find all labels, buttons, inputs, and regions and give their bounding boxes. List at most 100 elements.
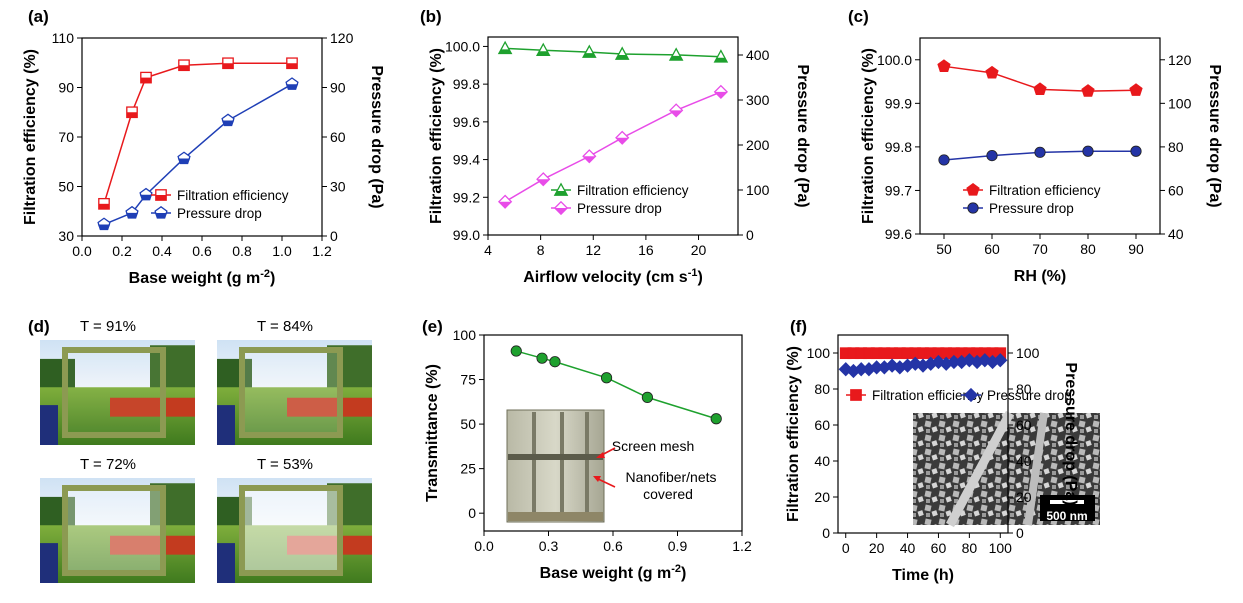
photo-flower-bed	[110, 397, 195, 417]
legend-marker-b-0-fill	[554, 191, 568, 196]
y-tick-label-b-0: 99.0	[453, 227, 480, 243]
chart-c: (c) 50 60 70 80 90 99.6 99.7 99.8 99.9 100.0 40 60 80…	[848, 7, 1223, 285]
y2-axis-label-a: Pressure drop (Pa)	[368, 65, 385, 208]
photo-glove	[40, 543, 58, 583]
x-tick-label-e-4: 1.2	[732, 538, 752, 554]
y-tick-label-e-1: 25	[460, 461, 476, 477]
data-point-a-0-1-fill	[126, 112, 138, 118]
y-tick-label-a-1: 50	[58, 179, 74, 195]
data-point-c-1-0	[938, 154, 950, 166]
panel-label-d: (d)	[28, 317, 50, 336]
x-axis-label-a: Base weight (g m-2)	[129, 268, 276, 287]
x-tick-label-b-2: 12	[585, 242, 601, 258]
data-point-b-1-3-fill	[616, 137, 629, 144]
y-tick-label-e-2: 50	[460, 416, 476, 432]
y2-tick-label-a-0: 0	[330, 228, 338, 244]
x-tick-label-c-4: 90	[1128, 241, 1144, 257]
chart-f: (f)500 nm0 20 40 60 80 1000204060801000204060…	[785, 317, 1100, 584]
x-tick-label-e-1: 0.3	[539, 538, 559, 554]
x-tick-label-a-4: 0.8	[232, 243, 252, 259]
window-bar-0	[532, 412, 536, 520]
legend-marker-b-1-fill	[554, 208, 568, 215]
panel-label-f: (f)	[790, 317, 807, 336]
data-point-c-0-4	[1129, 83, 1143, 96]
data-point-b-0-5-fill	[714, 57, 728, 62]
y-tick-label-a-0: 30	[58, 228, 74, 244]
x-axis-label-b: Airflow velocity (cm s-1)	[523, 267, 703, 286]
window-bar-2	[585, 412, 589, 520]
data-point-f-1-6	[884, 358, 900, 373]
legend-label-f-0: Filtration efficiency	[872, 388, 984, 403]
scale-bar	[1050, 500, 1084, 504]
x-tick-label-b-4: 20	[691, 242, 707, 258]
data-point-b-0-0-fill	[498, 49, 512, 54]
data-point-f-1-9	[908, 356, 923, 371]
data-point-a-1-1-fill	[125, 212, 139, 218]
y-tick-label-c-2: 99.8	[885, 139, 912, 155]
y2-tick-label-b-3: 300	[746, 92, 770, 108]
sem-fiber-2	[1024, 412, 1048, 526]
data-point-b-0-4-fill	[669, 55, 683, 61]
data-point-a-1-0-fill	[97, 224, 111, 230]
x-tick-label-a-1: 0.2	[112, 243, 132, 259]
x-tick-label-b-3: 16	[638, 242, 654, 258]
y-tick-label-c-4: 100.0	[877, 52, 912, 68]
x-tick-label-c-0: 50	[936, 241, 952, 257]
y-tick-label-c-0: 99.6	[885, 226, 912, 242]
inset-label-nanofiber: Nanofiber/nets	[625, 469, 716, 485]
panel-label-a: (a)	[28, 7, 49, 26]
x-tick-label-a-0: 0.0	[72, 243, 92, 259]
photo-frame	[239, 347, 343, 438]
x-tick-label-e-0: 0.0	[474, 538, 494, 554]
sem-fiber-1	[946, 410, 1014, 528]
inset-label-covered: covered	[643, 486, 693, 502]
x-tick-label-f-0: 0	[842, 540, 850, 556]
y-axis-label-c: Filtration efficiency (%)	[860, 48, 877, 224]
y2-tick-label-c-1: 60	[1168, 182, 1184, 198]
y-tick-label-c-1: 99.7	[885, 182, 912, 198]
photo-label-2: T = 84%	[257, 318, 314, 335]
data-point-e-0-2	[549, 356, 561, 368]
sem-inset: 500 nm	[913, 410, 1100, 528]
data-point-a-0-5-fill	[286, 63, 298, 69]
x-tick-label-b-1: 8	[537, 242, 545, 258]
chart-a: (a) 0.0 0.2 0.4 0.6 0.8 1.0 1.2 30 50 70 90 110 0 30 60…	[22, 7, 385, 287]
series-line-a-0	[103, 62, 292, 205]
y-tick-label-f-5: 100	[807, 345, 831, 361]
y-tick-label-e-0: 0	[468, 505, 476, 521]
y-tick-label-b-2: 99.4	[453, 152, 480, 168]
series-line-b-0	[505, 47, 721, 58]
data-point-e-0-4	[641, 391, 654, 403]
data-point-b-1-0-fill	[498, 201, 512, 208]
window-sill	[508, 512, 603, 521]
legend-marker-f-1	[963, 387, 979, 403]
photo-glove	[217, 405, 235, 445]
data-point-c-1-1	[986, 150, 998, 162]
y-tick-label-a-2: 70	[58, 129, 74, 145]
y-axis-label-a: Filtration efficiency (%)	[22, 49, 39, 225]
x-axis-label-c: RH (%)	[1014, 268, 1066, 285]
photo-frame	[239, 485, 343, 576]
y2-tick-label-c-0: 40	[1168, 226, 1184, 242]
y2-tick-label-a-1: 30	[330, 179, 346, 195]
x-tick-label-c-1: 60	[984, 241, 1000, 257]
data-point-a-1-3-fill	[177, 158, 191, 164]
y-tick-label-e-3: 75	[460, 372, 476, 388]
data-point-e-0-5	[710, 413, 722, 425]
window-bar-1	[560, 412, 564, 520]
y2-axis-label-f: Pressure drop (Pa)	[1062, 362, 1079, 505]
y2-tick-label-b-2: 200	[746, 137, 770, 153]
photo-tile-4	[217, 478, 372, 583]
y-tick-label-b-1: 99.2	[453, 189, 480, 205]
x-tick-label-a-2: 0.4	[152, 243, 172, 259]
data-point-f-1-12	[931, 354, 946, 370]
photo-membrane	[65, 488, 163, 573]
legend-label-c-1: Pressure drop	[989, 201, 1074, 216]
photo-glove	[40, 405, 58, 445]
y2-tick-label-c-4: 120	[1168, 52, 1192, 68]
scale-bar-box	[1040, 495, 1095, 521]
legend-marker-f-0	[850, 389, 862, 401]
panel-label-e: (e)	[422, 317, 443, 336]
